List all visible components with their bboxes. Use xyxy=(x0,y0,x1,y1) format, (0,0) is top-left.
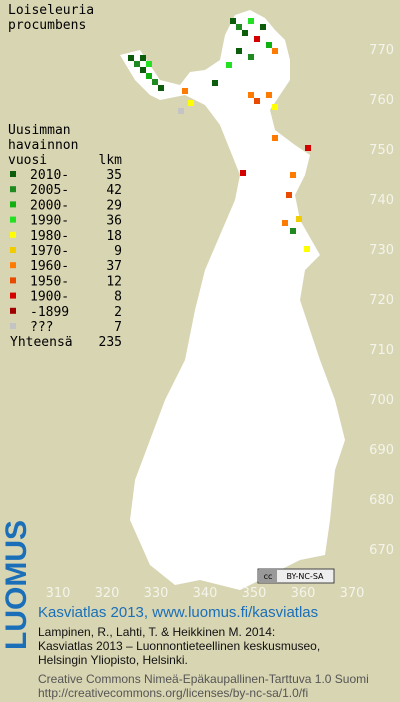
license: Creative Commons Nimeä-Epäkaupallinen-Ta… xyxy=(38,672,369,686)
legend-label: 1980- xyxy=(30,229,69,244)
legend-swatch xyxy=(10,247,16,253)
legend-label: 2005- xyxy=(30,183,69,198)
axis-labels: 310 320 330 340 350 360 370 670 680 690 700 710 720 7… xyxy=(46,43,394,601)
logo: LUOMUS xyxy=(0,520,33,650)
legend-swatch xyxy=(10,307,16,314)
legend-swatch xyxy=(10,171,16,177)
y-label: 700 xyxy=(369,393,394,408)
legend-count: 8 xyxy=(114,290,122,305)
x-label: 360 xyxy=(291,586,316,601)
y-label: 760 xyxy=(369,93,394,108)
legend-count: 12 xyxy=(106,274,122,289)
legend-label: ??? xyxy=(30,320,53,335)
y-label: 740 xyxy=(369,193,394,208)
legend-label: 1960- xyxy=(30,259,69,274)
legend-swatch xyxy=(10,216,16,223)
legend-label: -1899 xyxy=(30,305,69,320)
legend-count: 2 xyxy=(114,305,122,320)
finland-outline xyxy=(120,10,345,590)
x-label: 320 xyxy=(95,586,120,601)
y-label: 680 xyxy=(369,493,394,508)
legend-swatch xyxy=(10,277,16,284)
y-label: 690 xyxy=(369,443,394,458)
badge-text: BY-NC-SA xyxy=(286,572,324,581)
x-label: 340 xyxy=(193,586,218,601)
legend-swatch xyxy=(10,231,16,238)
legend-count: 7 xyxy=(114,320,122,335)
legend-swatch xyxy=(10,201,16,208)
legend-total-label: Yhteensä xyxy=(10,335,73,350)
legend-count: 29 xyxy=(106,198,122,213)
legend-swatch xyxy=(10,262,16,269)
license-badge: cc BY-NC-SA xyxy=(257,568,335,584)
y-label: 750 xyxy=(369,143,394,158)
citation: Helsingin Yliopisto, Helsinki. xyxy=(38,653,188,667)
x-label: 370 xyxy=(340,586,365,601)
legend-swatch xyxy=(10,292,16,299)
legend-total: 235 xyxy=(99,335,122,350)
legend-count: 37 xyxy=(106,259,122,274)
legend-label: 1900- xyxy=(30,290,69,305)
y-label: 710 xyxy=(369,343,394,358)
y-label: 730 xyxy=(369,243,394,258)
x-label: 330 xyxy=(144,586,169,601)
legend-label: 1990- xyxy=(30,214,69,229)
legend-label: 2010- xyxy=(30,168,69,183)
legend-count: 36 xyxy=(106,214,122,229)
legend-swatch xyxy=(10,323,16,329)
legend-count: 18 xyxy=(106,229,122,244)
citation: Kasviatlas 2013 – Luonnontieteellinen ke… xyxy=(38,639,320,653)
legend-count: 9 xyxy=(114,244,122,259)
x-label: 350 xyxy=(242,586,267,601)
legend-count: 35 xyxy=(106,168,122,183)
legend-heading: vuosi xyxy=(8,153,47,168)
y-label: 770 xyxy=(369,43,394,58)
citation: Lampinen, R., Lahti, T. & Heikkinen M. 2… xyxy=(38,625,275,639)
y-label: 670 xyxy=(369,543,394,558)
legend-label: 1970- xyxy=(30,244,69,259)
cc-icon: cc xyxy=(264,572,273,581)
legend-label: 1950- xyxy=(30,274,69,289)
title: procumbens xyxy=(8,18,86,33)
x-label: 310 xyxy=(46,586,71,601)
legend-count: 42 xyxy=(106,183,122,198)
y-label: 720 xyxy=(369,293,394,308)
license: http://creativecommons.org/licenses/by-n… xyxy=(38,686,308,700)
legend-heading: Uusimman xyxy=(8,123,71,138)
legend-label: 2000- xyxy=(30,198,69,213)
observation-squares xyxy=(128,18,311,252)
legend-heading: havainnon xyxy=(8,138,78,153)
title: Loiseleuria xyxy=(8,3,94,18)
legend-swatch xyxy=(10,186,16,193)
footer-title: Kasviatlas 2013, www.luomus.fi/kasviatla… xyxy=(38,604,318,621)
legend-count-heading: lkm xyxy=(99,153,123,168)
